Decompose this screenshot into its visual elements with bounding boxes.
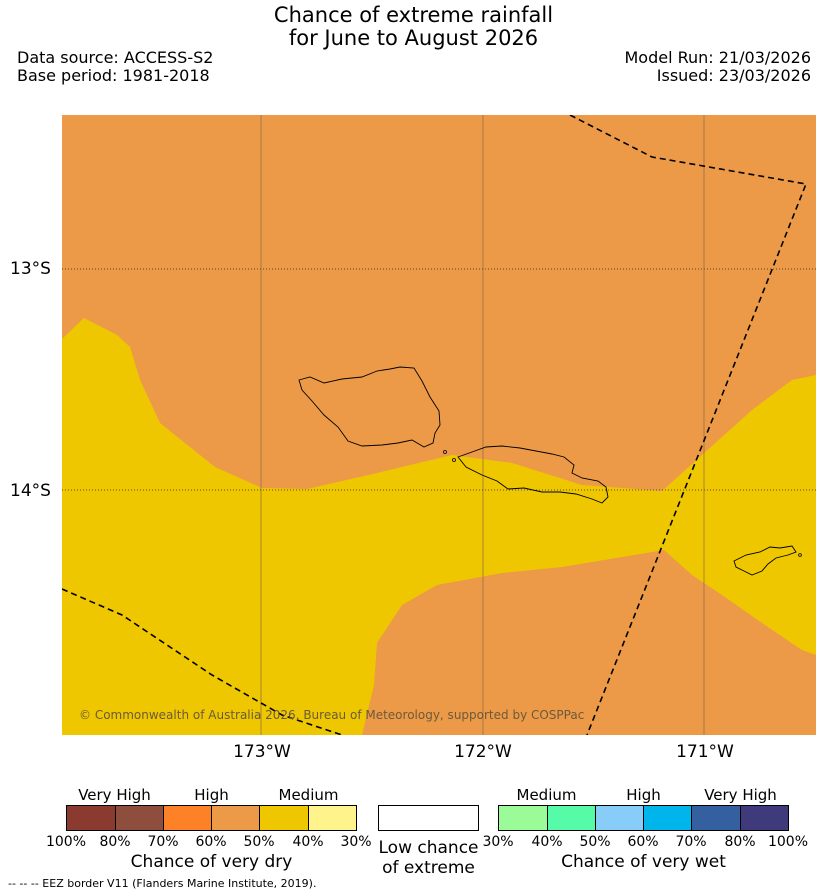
wet-tick-50: 50% — [579, 834, 611, 850]
low-chance-line2: of extreme — [382, 858, 475, 878]
upolu-island — [457, 445, 609, 504]
dry-swatch-6 — [308, 805, 357, 831]
model-run: Model Run: 21/03/2026 — [624, 48, 812, 67]
wet-tick-100: 100% — [767, 834, 809, 850]
savaii-island — [298, 366, 441, 448]
wet-very-high-label: Very High — [704, 786, 777, 804]
lon-label-171w: 171°W — [676, 742, 734, 762]
dry-swatch-3 — [163, 805, 212, 831]
dry-swatch-1 — [66, 805, 116, 831]
wet-swatch-2 — [547, 805, 596, 831]
dry-tick-70: 70% — [147, 834, 179, 850]
low-chance-line1: Low chance — [378, 838, 479, 858]
map-title-line2: for June to August 2026 — [288, 26, 539, 50]
copyright-text: © Commonwealth of Australia 2026, Bureau… — [79, 708, 584, 722]
wet-tick-80: 80% — [724, 834, 756, 850]
dry-tick-60: 60% — [195, 834, 227, 850]
rainfall-map: © Commonwealth of Australia 2026, Bureau… — [62, 115, 816, 735]
wet-tick-30: 30% — [482, 834, 514, 850]
dry-tick-30: 30% — [340, 834, 372, 850]
medium-chance-region — [62, 318, 816, 735]
dry-tick-50: 50% — [243, 834, 275, 850]
dry-tick-100: 100% — [45, 834, 87, 850]
dry-swatch-2 — [115, 805, 164, 831]
lon-label-172w: 172°W — [454, 742, 512, 762]
wet-tick-60: 60% — [627, 834, 659, 850]
dry-tick-80: 80% — [99, 834, 131, 850]
wet-tick-70: 70% — [675, 834, 707, 850]
dry-legend-title: Chance of very dry — [130, 852, 293, 872]
tutuila-island — [733, 545, 797, 576]
dry-medium-label: Medium — [278, 786, 339, 804]
dry-swatch-4 — [211, 805, 260, 831]
lat-label-14s: 14°S — [10, 481, 51, 501]
lat-label-13s: 13°S — [10, 259, 51, 279]
wet-tick-40: 40% — [531, 834, 563, 850]
wet-high-label: High — [626, 786, 661, 804]
data-source: Data source: ACCESS-S2 — [17, 48, 214, 67]
dry-tick-40: 40% — [292, 834, 324, 850]
dry-very-high-label: Very High — [78, 786, 151, 804]
dry-high-label: High — [194, 786, 229, 804]
dry-swatch-5 — [259, 805, 309, 831]
grid-lines — [260, 115, 705, 735]
wet-swatch-1 — [498, 805, 548, 831]
map-title-line1: Chance of extreme rainfall — [273, 3, 554, 27]
eez-border — [62, 115, 808, 735]
wet-swatch-3 — [595, 805, 644, 831]
low-chance-swatch — [378, 805, 479, 831]
lon-label-173w: 173°W — [233, 742, 291, 762]
wet-medium-label: Medium — [516, 786, 577, 804]
base-period: Base period: 1981-2018 — [17, 66, 210, 85]
issued-date: Issued: 23/03/2026 — [656, 66, 811, 85]
eez-footnote: -- -- -- EEZ border V11 (Flanders Marine… — [8, 877, 317, 890]
wet-swatch-4 — [643, 805, 692, 831]
wet-swatch-6 — [740, 805, 789, 831]
wet-swatch-5 — [691, 805, 741, 831]
wet-legend-title: Chance of very wet — [561, 852, 726, 872]
